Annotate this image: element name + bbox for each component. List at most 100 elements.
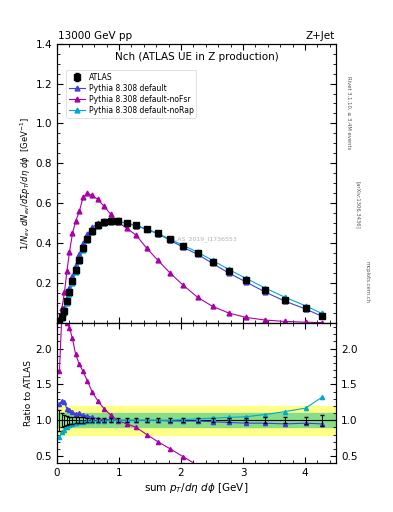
Pythia 8.308 default-noFsr [134, 232, 139, 239]
Pythia 8.308 default-noRap [210, 258, 215, 264]
Pythia 8.308 default [226, 270, 231, 276]
Pythia 8.308 default [108, 218, 113, 224]
Pythia 8.308 default-noRap [134, 222, 139, 228]
Pythia 8.308 default-noRap [70, 281, 75, 287]
Y-axis label: Ratio to ATLAS: Ratio to ATLAS [24, 360, 33, 426]
Pythia 8.308 default [303, 306, 308, 312]
Pythia 8.308 default-noRap [145, 226, 149, 232]
X-axis label: sum $p_T/d\eta\ d\phi$ [GeV]: sum $p_T/d\eta\ d\phi$ [GeV] [144, 481, 249, 495]
Pythia 8.308 default-noFsr [95, 197, 100, 203]
Pythia 8.308 default [134, 223, 139, 229]
Pythia 8.308 default-noRap [64, 301, 69, 307]
Pythia 8.308 default-noRap [320, 310, 324, 316]
Pythia 8.308 default-noFsr [67, 249, 72, 255]
Pythia 8.308 default-noFsr [195, 294, 200, 301]
Pythia 8.308 default-noRap [156, 230, 160, 237]
Pythia 8.308 default-noFsr [57, 316, 62, 322]
Pythia 8.308 default [81, 240, 85, 246]
Pythia 8.308 default [62, 305, 67, 311]
Pythia 8.308 default-noRap [67, 291, 72, 297]
Text: ATLAS_2019_I1736553: ATLAS_2019_I1736553 [167, 237, 237, 242]
Pythia 8.308 default [181, 244, 186, 250]
Pythia 8.308 default [90, 224, 95, 230]
Pythia 8.308 default-noFsr [226, 310, 231, 316]
Pythia 8.308 default [60, 313, 64, 319]
Pythia 8.308 default-noFsr [181, 282, 186, 288]
Pythia 8.308 default-noFsr [282, 318, 287, 325]
Text: Z+Jet: Z+Jet [306, 31, 335, 41]
Pythia 8.308 default-noRap [116, 219, 121, 225]
Pythia 8.308 default-noFsr [85, 190, 90, 197]
Pythia 8.308 default [57, 317, 62, 323]
Pythia 8.308 default-noFsr [60, 305, 64, 311]
Pythia 8.308 default-noFsr [125, 225, 129, 231]
Pythia 8.308 default [67, 285, 72, 291]
Pythia 8.308 default-noFsr [116, 219, 121, 225]
Pythia 8.308 default-noRap [125, 220, 129, 226]
Pythia 8.308 default-noFsr [156, 258, 160, 264]
Text: [arXiv:1306.3436]: [arXiv:1306.3436] [356, 181, 361, 229]
Pythia 8.308 default-noFsr [145, 245, 149, 251]
Pythia 8.308 default [85, 231, 90, 238]
Pythia 8.308 default-noRap [168, 237, 173, 243]
Pythia 8.308 default [244, 279, 248, 285]
Pythia 8.308 default-noFsr [70, 230, 75, 237]
Line: Pythia 8.308 default-noRap: Pythia 8.308 default-noRap [57, 219, 324, 324]
Pythia 8.308 default-noRap [195, 249, 200, 255]
Pythia 8.308 default-noRap [95, 223, 100, 229]
Pythia 8.308 default [125, 220, 129, 226]
Pythia 8.308 default-noRap [181, 242, 186, 248]
Pythia 8.308 default-noFsr [263, 317, 267, 323]
Text: mcplots.cern.ch: mcplots.cern.ch [365, 261, 370, 303]
Pythia 8.308 default-noRap [263, 285, 267, 291]
Pythia 8.308 default [168, 238, 173, 244]
Pythia 8.308 default-noFsr [102, 203, 107, 209]
Pythia 8.308 default-noRap [303, 303, 308, 309]
Pythia 8.308 default-noFsr [73, 219, 78, 225]
Pythia 8.308 default-noRap [62, 310, 67, 316]
Pythia 8.308 default [116, 219, 121, 225]
Line: Pythia 8.308 default-noFsr: Pythia 8.308 default-noFsr [57, 191, 324, 325]
Pythia 8.308 default-noFsr [64, 268, 69, 274]
Pythia 8.308 default-noFsr [62, 289, 67, 295]
Pythia 8.308 default [282, 298, 287, 304]
Pythia 8.308 default-noFsr [303, 319, 308, 325]
Pythia 8.308 default-noRap [77, 259, 82, 265]
Pythia 8.308 default-noRap [108, 219, 113, 225]
Pythia 8.308 default-noRap [282, 294, 287, 300]
Pythia 8.308 default [210, 261, 215, 267]
Pythia 8.308 default [263, 289, 267, 295]
Pythia 8.308 default-noRap [226, 266, 231, 272]
Pythia 8.308 default-noFsr [90, 193, 95, 199]
Pythia 8.308 default-noRap [244, 275, 248, 282]
Pythia 8.308 default [195, 251, 200, 258]
Pythia 8.308 default-noFsr [77, 208, 82, 215]
Pythia 8.308 default [77, 251, 82, 258]
Pythia 8.308 default-noRap [90, 229, 95, 236]
Text: 13000 GeV pp: 13000 GeV pp [58, 31, 132, 41]
Pythia 8.308 default [64, 295, 69, 301]
Pythia 8.308 default-noFsr [168, 270, 173, 276]
Pythia 8.308 default [145, 226, 149, 232]
Pythia 8.308 default [70, 273, 75, 280]
Pythia 8.308 default-noRap [60, 315, 64, 322]
Pythia 8.308 default-noRap [57, 318, 62, 325]
Line: Pythia 8.308 default: Pythia 8.308 default [57, 218, 324, 323]
Pythia 8.308 default-noRap [81, 247, 85, 253]
Pythia 8.308 default [73, 262, 78, 268]
Y-axis label: $1/N_{ev}\ dN_{ev}/d\Sigma p_T/d\eta\ d\phi\ \ [\mathrm{GeV}^{-1}]$: $1/N_{ev}\ dN_{ev}/d\Sigma p_T/d\eta\ d\… [18, 117, 33, 250]
Pythia 8.308 default [320, 313, 324, 319]
Text: Rivet 3.1.10, ≥ 3.4M events: Rivet 3.1.10, ≥ 3.4M events [346, 76, 351, 150]
Pythia 8.308 default-noRap [85, 238, 90, 244]
Pythia 8.308 default [95, 220, 100, 226]
Text: Nch (ATLAS UE in Z production): Nch (ATLAS UE in Z production) [115, 52, 278, 62]
Pythia 8.308 default-noFsr [320, 319, 324, 326]
Pythia 8.308 default [156, 231, 160, 237]
Pythia 8.308 default-noFsr [244, 314, 248, 321]
Pythia 8.308 default-noRap [102, 220, 107, 226]
Legend: ATLAS, Pythia 8.308 default, Pythia 8.308 default-noFsr, Pythia 8.308 default-no: ATLAS, Pythia 8.308 default, Pythia 8.30… [66, 70, 196, 118]
Pythia 8.308 default-noFsr [108, 211, 113, 218]
Pythia 8.308 default [102, 219, 107, 225]
Pythia 8.308 default-noRap [73, 269, 78, 275]
Pythia 8.308 default-noFsr [81, 195, 85, 201]
